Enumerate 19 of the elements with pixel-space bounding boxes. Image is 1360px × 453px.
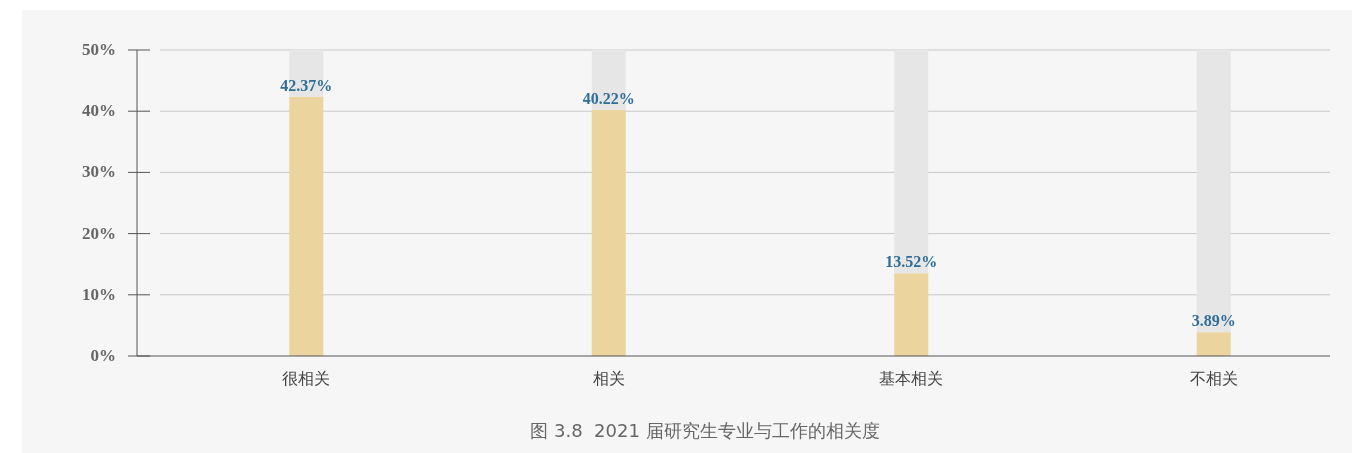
data-label: 3.89% [1191,312,1236,330]
data-label: 13.52% [885,253,938,271]
bar [289,96,324,356]
y-tick-label: 20% [82,223,116,243]
data-label: 42.37% [280,76,333,94]
caption: 图 3.8 2021 届研究生专业与工作的相关度 [530,420,880,441]
x-tick-label: 相关 [592,369,625,388]
y-tick-label: 50% [82,40,116,59]
bar [1196,332,1231,356]
x-tick-label: 基本相关 [879,369,944,388]
y-tick-label: 40% [82,101,116,121]
x-tick-label: 不相关 [1189,369,1238,388]
y-tick-label: 0% [90,346,116,365]
y-tick-label: 10% [82,284,116,304]
x-tick-label: 很相关 [282,369,331,388]
bar [591,109,626,356]
bar [894,273,929,356]
data-label: 40.22% [582,89,635,107]
y-tick-label: 30% [82,162,116,182]
